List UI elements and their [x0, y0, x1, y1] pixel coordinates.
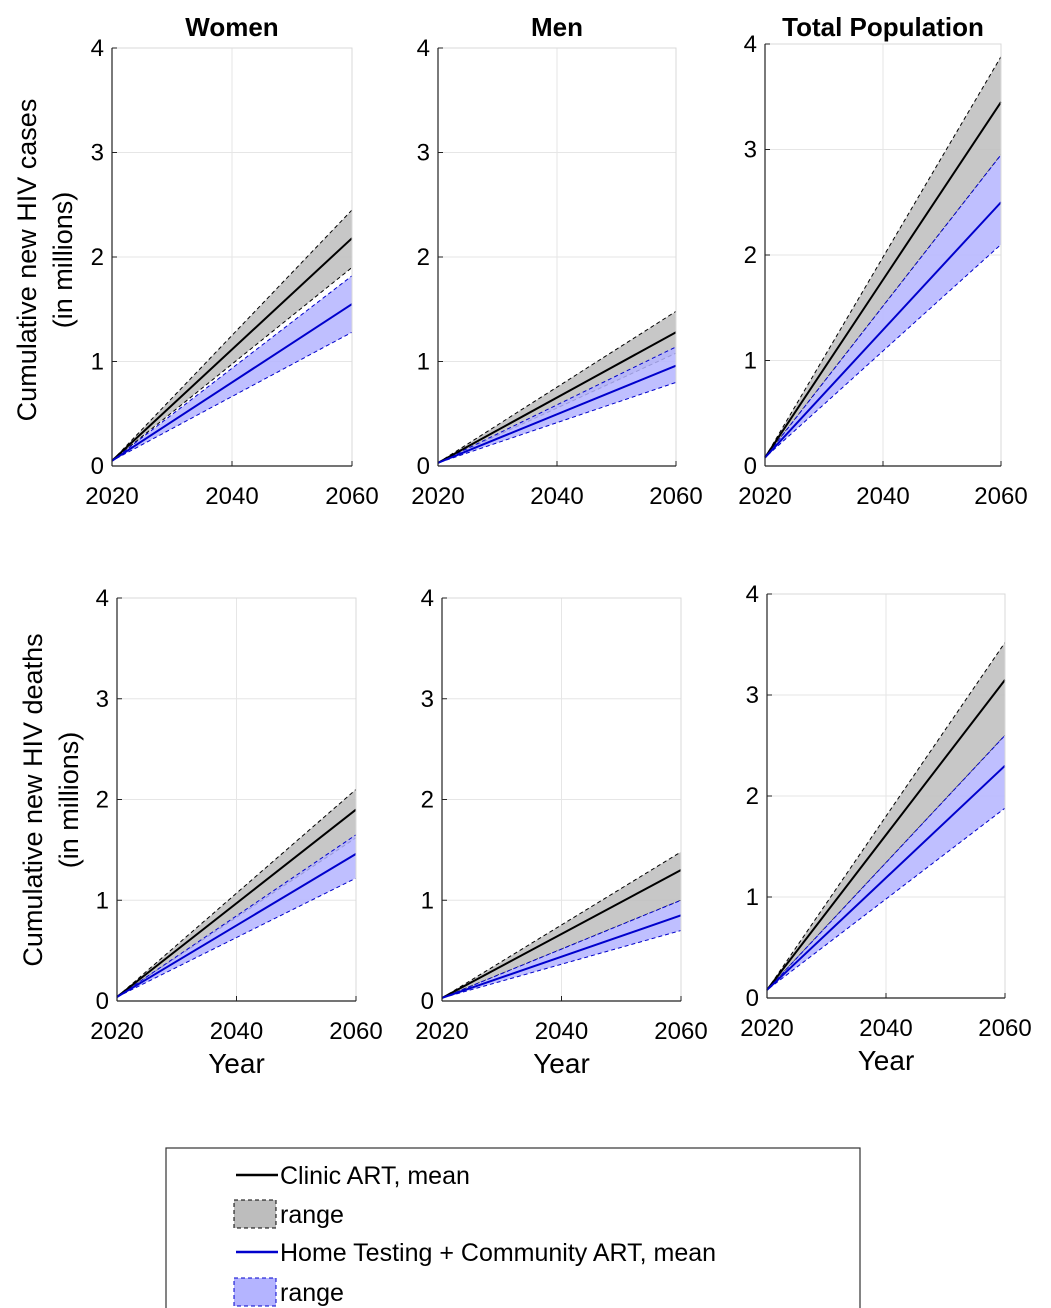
home-testing-mean-line: [766, 764, 1006, 991]
y-tick-label: 2: [417, 244, 430, 271]
x-tick-label: 2060: [325, 483, 378, 510]
home-testing-mean-line: [116, 853, 357, 998]
row-ylabel-line: Cumulative new HIV deaths: [18, 633, 48, 966]
panel-title: Total Population: [782, 12, 984, 42]
clinic-art-mean-line: [764, 101, 1002, 459]
x-tick-label: 2020: [411, 483, 464, 510]
y-tick-label: 1: [421, 887, 434, 914]
y-tick-label: 2: [421, 787, 434, 814]
x-tick-label: 2040: [856, 483, 909, 510]
x-tick-label: 2060: [654, 1018, 707, 1045]
clinic-art-mean-line: [437, 331, 677, 464]
y-tick-label: 2: [91, 244, 104, 271]
x-tick-label: 2060: [649, 483, 702, 510]
x-tick-label: 2020: [738, 483, 791, 510]
y-tick-label: 3: [746, 682, 759, 709]
x-tick-label: 2020: [90, 1018, 143, 1045]
panel-5: 0 1 2 3 4 2020 2040 2060 Year: [415, 585, 707, 1079]
legend-label: range: [280, 1279, 344, 1307]
panel-title: Women: [185, 12, 278, 42]
legend-box: [165, 1147, 861, 1308]
y-tick-label: 2: [746, 783, 759, 810]
x-tick-label: 2040: [210, 1018, 263, 1045]
legend: Clinic ART, mean range Home Testing + Comm…: [165, 1147, 861, 1308]
panel-1: 0 1 2 3 4 2020 2040 2060 Women: [85, 12, 378, 510]
x-tick-label: 2060: [974, 483, 1027, 510]
y-tick-label: 4: [421, 585, 434, 612]
clinic-art-range-band: [116, 788, 357, 998]
home-testing-mean-line: [437, 364, 677, 464]
y-tick-label: 1: [96, 887, 109, 914]
y-tick-label: 0: [744, 453, 757, 480]
clinic-art-mean-line: [441, 869, 682, 999]
home-testing-mean-line: [441, 914, 682, 999]
row-ylabel-line: Cumulative new HIV cases: [12, 99, 42, 422]
home-testing-mean-line: [764, 201, 1002, 459]
legend-label: range: [280, 1201, 344, 1229]
y-tick-label: 1: [417, 349, 430, 376]
panel-4: 0 1 2 3 4 2020 2040 2060 Year: [90, 585, 382, 1079]
x-tick-label: 2040: [530, 483, 583, 510]
x-tick-label: 2060: [329, 1018, 382, 1045]
x-tick-label: 2040: [859, 1015, 912, 1042]
y-tick-label: 4: [744, 31, 757, 58]
x-tick-label: 2020: [740, 1015, 793, 1042]
home-testing-range-band: [766, 734, 1006, 991]
x-axis-label: Year: [858, 1045, 915, 1076]
clinic-art-range-band: [111, 208, 353, 462]
x-tick-label: 2040: [205, 483, 258, 510]
home-testing-range-swatch: [233, 1277, 277, 1307]
row-ylabel-line: (in millions): [54, 732, 84, 869]
x-axis-label: Year: [533, 1048, 590, 1079]
y-tick-label: 4: [417, 35, 430, 62]
clinic-art-mean-line: [766, 679, 1006, 991]
home-testing-mean-line: [111, 303, 353, 462]
y-tick-label: 2: [96, 787, 109, 814]
y-tick-label: 3: [417, 140, 430, 167]
clinic-art-mean-line: [111, 237, 353, 462]
y-tick-label: 0: [746, 985, 759, 1012]
y-tick-label: 4: [96, 585, 109, 612]
x-tick-label: 2020: [85, 483, 138, 510]
panel-6: 0 1 2 3 4 2020 2040 2060 Year: [740, 581, 1031, 1076]
x-tick-label: 2040: [535, 1018, 588, 1045]
x-axis-label: Year: [208, 1048, 265, 1079]
clinic-art-range-swatch: [233, 1199, 277, 1229]
x-tick-label: 2060: [978, 1015, 1031, 1042]
legend-label: Clinic ART, mean: [280, 1162, 470, 1190]
y-tick-label: 0: [417, 453, 430, 480]
y-tick-label: 4: [746, 581, 759, 608]
x-tick-label: 2020: [415, 1018, 468, 1045]
y-tick-label: 3: [744, 137, 757, 164]
y-tick-label: 1: [91, 349, 104, 376]
clinic-art-mean-line: [116, 808, 357, 998]
row-ylabel: Cumulative new HIV cases (in millions): [12, 99, 78, 422]
panel-3: 0 1 2 3 4 2020 2040 2060 Total Population: [738, 12, 1027, 510]
y-tick-label: 1: [746, 884, 759, 911]
panel-2: 0 1 2 3 4 2020 2040 2060 Men: [411, 12, 702, 510]
row-ylabel: Cumulative new HIV deaths (in millions): [18, 633, 84, 966]
y-tick-label: 1: [744, 348, 757, 375]
y-tick-label: 3: [96, 686, 109, 713]
panel-title: Men: [531, 12, 583, 42]
row-ylabel-line: (in millions): [48, 192, 78, 329]
y-tick-label: 0: [91, 453, 104, 480]
legend-label: Home Testing + Community ART, mean: [280, 1239, 716, 1267]
y-tick-label: 2: [744, 242, 757, 269]
y-tick-label: 0: [96, 988, 109, 1015]
y-tick-label: 3: [91, 140, 104, 167]
y-tick-label: 4: [91, 35, 104, 62]
y-tick-label: 3: [421, 686, 434, 713]
y-tick-label: 0: [421, 988, 434, 1015]
